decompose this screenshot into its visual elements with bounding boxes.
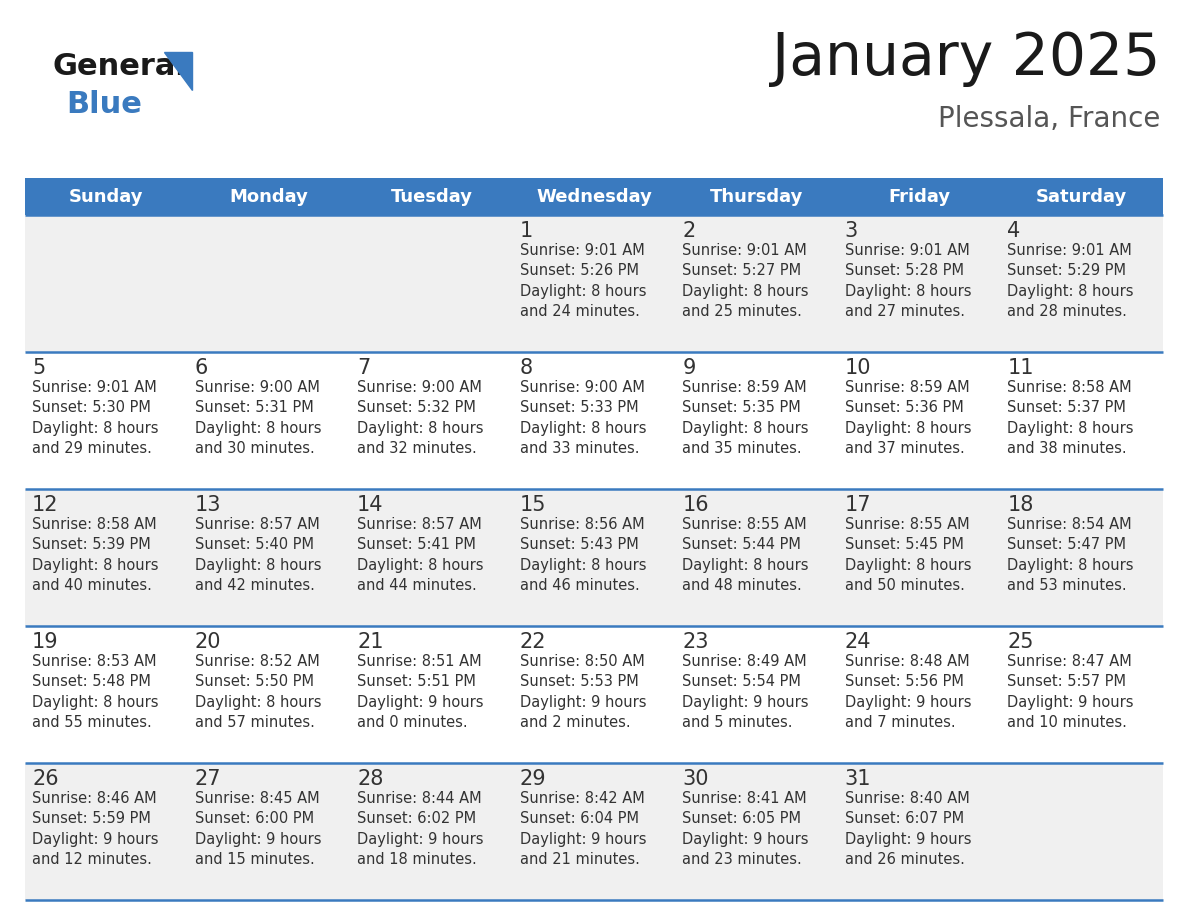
Text: 17: 17 <box>845 495 871 515</box>
Text: Sunrise: 8:50 AM
Sunset: 5:53 PM
Daylight: 9 hours
and 2 minutes.: Sunrise: 8:50 AM Sunset: 5:53 PM Dayligh… <box>519 654 646 730</box>
Text: Tuesday: Tuesday <box>391 187 473 206</box>
Text: 2: 2 <box>682 221 695 241</box>
Text: Sunrise: 8:57 AM
Sunset: 5:40 PM
Daylight: 8 hours
and 42 minutes.: Sunrise: 8:57 AM Sunset: 5:40 PM Dayligh… <box>195 517 321 593</box>
Text: 8: 8 <box>519 358 533 378</box>
Text: Sunrise: 8:56 AM
Sunset: 5:43 PM
Daylight: 8 hours
and 46 minutes.: Sunrise: 8:56 AM Sunset: 5:43 PM Dayligh… <box>519 517 646 593</box>
Text: 13: 13 <box>195 495 221 515</box>
Text: 29: 29 <box>519 769 546 789</box>
Text: 3: 3 <box>845 221 858 241</box>
Text: January 2025: January 2025 <box>772 30 1159 87</box>
Text: Sunrise: 9:01 AM
Sunset: 5:27 PM
Daylight: 8 hours
and 25 minutes.: Sunrise: 9:01 AM Sunset: 5:27 PM Dayligh… <box>682 243 809 319</box>
Text: Blue: Blue <box>67 90 141 119</box>
Bar <box>25 215 1163 352</box>
Text: General: General <box>52 52 185 81</box>
Text: Friday: Friday <box>889 187 950 206</box>
Text: 26: 26 <box>32 769 58 789</box>
Text: 30: 30 <box>682 769 709 789</box>
Bar <box>25 489 1163 626</box>
Text: Sunrise: 8:44 AM
Sunset: 6:02 PM
Daylight: 9 hours
and 18 minutes.: Sunrise: 8:44 AM Sunset: 6:02 PM Dayligh… <box>358 791 484 868</box>
Text: 25: 25 <box>1007 632 1034 652</box>
Text: Sunrise: 8:52 AM
Sunset: 5:50 PM
Daylight: 8 hours
and 57 minutes.: Sunrise: 8:52 AM Sunset: 5:50 PM Dayligh… <box>195 654 321 730</box>
Text: 24: 24 <box>845 632 871 652</box>
Text: 11: 11 <box>1007 358 1034 378</box>
Text: Plessala, France: Plessala, France <box>937 105 1159 133</box>
Text: 14: 14 <box>358 495 384 515</box>
Text: 22: 22 <box>519 632 546 652</box>
Text: 23: 23 <box>682 632 709 652</box>
Text: Sunrise: 9:00 AM
Sunset: 5:33 PM
Daylight: 8 hours
and 33 minutes.: Sunrise: 9:00 AM Sunset: 5:33 PM Dayligh… <box>519 380 646 456</box>
Text: 21: 21 <box>358 632 384 652</box>
Bar <box>25 626 1163 763</box>
Text: Sunrise: 8:57 AM
Sunset: 5:41 PM
Daylight: 8 hours
and 44 minutes.: Sunrise: 8:57 AM Sunset: 5:41 PM Dayligh… <box>358 517 484 593</box>
Text: 10: 10 <box>845 358 871 378</box>
Text: Sunrise: 8:48 AM
Sunset: 5:56 PM
Daylight: 9 hours
and 7 minutes.: Sunrise: 8:48 AM Sunset: 5:56 PM Dayligh… <box>845 654 972 730</box>
Text: Monday: Monday <box>229 187 309 206</box>
Text: Sunrise: 9:00 AM
Sunset: 5:31 PM
Daylight: 8 hours
and 30 minutes.: Sunrise: 9:00 AM Sunset: 5:31 PM Dayligh… <box>195 380 321 456</box>
Text: Saturday: Saturday <box>1036 187 1127 206</box>
Text: Sunrise: 8:47 AM
Sunset: 5:57 PM
Daylight: 9 hours
and 10 minutes.: Sunrise: 8:47 AM Sunset: 5:57 PM Dayligh… <box>1007 654 1133 730</box>
Bar <box>25 178 188 215</box>
Text: Wednesday: Wednesday <box>536 187 652 206</box>
Bar <box>675 178 838 215</box>
Text: 31: 31 <box>845 769 871 789</box>
Bar <box>838 178 1000 215</box>
Bar <box>350 178 513 215</box>
Text: 6: 6 <box>195 358 208 378</box>
Text: Sunrise: 8:58 AM
Sunset: 5:39 PM
Daylight: 8 hours
and 40 minutes.: Sunrise: 8:58 AM Sunset: 5:39 PM Dayligh… <box>32 517 158 593</box>
Text: Sunrise: 8:59 AM
Sunset: 5:35 PM
Daylight: 8 hours
and 35 minutes.: Sunrise: 8:59 AM Sunset: 5:35 PM Dayligh… <box>682 380 809 456</box>
Text: Sunday: Sunday <box>69 187 144 206</box>
Text: Sunrise: 8:51 AM
Sunset: 5:51 PM
Daylight: 9 hours
and 0 minutes.: Sunrise: 8:51 AM Sunset: 5:51 PM Dayligh… <box>358 654 484 730</box>
Text: Sunrise: 8:40 AM
Sunset: 6:07 PM
Daylight: 9 hours
and 26 minutes.: Sunrise: 8:40 AM Sunset: 6:07 PM Dayligh… <box>845 791 972 868</box>
Text: Sunrise: 9:01 AM
Sunset: 5:30 PM
Daylight: 8 hours
and 29 minutes.: Sunrise: 9:01 AM Sunset: 5:30 PM Dayligh… <box>32 380 158 456</box>
Text: Thursday: Thursday <box>710 187 803 206</box>
Text: 1: 1 <box>519 221 533 241</box>
Text: 18: 18 <box>1007 495 1034 515</box>
Text: 9: 9 <box>682 358 696 378</box>
Text: Sunrise: 8:42 AM
Sunset: 6:04 PM
Daylight: 9 hours
and 21 minutes.: Sunrise: 8:42 AM Sunset: 6:04 PM Dayligh… <box>519 791 646 868</box>
Text: Sunrise: 9:01 AM
Sunset: 5:29 PM
Daylight: 8 hours
and 28 minutes.: Sunrise: 9:01 AM Sunset: 5:29 PM Dayligh… <box>1007 243 1133 319</box>
Text: Sunrise: 9:01 AM
Sunset: 5:28 PM
Daylight: 8 hours
and 27 minutes.: Sunrise: 9:01 AM Sunset: 5:28 PM Dayligh… <box>845 243 972 319</box>
Text: 4: 4 <box>1007 221 1020 241</box>
Text: Sunrise: 8:46 AM
Sunset: 5:59 PM
Daylight: 9 hours
and 12 minutes.: Sunrise: 8:46 AM Sunset: 5:59 PM Dayligh… <box>32 791 158 868</box>
Bar <box>25 352 1163 489</box>
Text: Sunrise: 8:55 AM
Sunset: 5:45 PM
Daylight: 8 hours
and 50 minutes.: Sunrise: 8:55 AM Sunset: 5:45 PM Dayligh… <box>845 517 972 593</box>
Text: 19: 19 <box>32 632 58 652</box>
Text: 27: 27 <box>195 769 221 789</box>
Text: Sunrise: 8:45 AM
Sunset: 6:00 PM
Daylight: 9 hours
and 15 minutes.: Sunrise: 8:45 AM Sunset: 6:00 PM Dayligh… <box>195 791 321 868</box>
Text: 7: 7 <box>358 358 371 378</box>
Text: 12: 12 <box>32 495 58 515</box>
Text: 20: 20 <box>195 632 221 652</box>
Text: 16: 16 <box>682 495 709 515</box>
Polygon shape <box>164 52 192 90</box>
Bar <box>25 763 1163 900</box>
Text: 28: 28 <box>358 769 384 789</box>
Bar <box>188 178 350 215</box>
Text: 5: 5 <box>32 358 45 378</box>
Text: Sunrise: 8:59 AM
Sunset: 5:36 PM
Daylight: 8 hours
and 37 minutes.: Sunrise: 8:59 AM Sunset: 5:36 PM Dayligh… <box>845 380 972 456</box>
Text: Sunrise: 8:41 AM
Sunset: 6:05 PM
Daylight: 9 hours
and 23 minutes.: Sunrise: 8:41 AM Sunset: 6:05 PM Dayligh… <box>682 791 809 868</box>
Text: Sunrise: 8:54 AM
Sunset: 5:47 PM
Daylight: 8 hours
and 53 minutes.: Sunrise: 8:54 AM Sunset: 5:47 PM Dayligh… <box>1007 517 1133 593</box>
Text: Sunrise: 8:53 AM
Sunset: 5:48 PM
Daylight: 8 hours
and 55 minutes.: Sunrise: 8:53 AM Sunset: 5:48 PM Dayligh… <box>32 654 158 730</box>
Text: Sunrise: 8:55 AM
Sunset: 5:44 PM
Daylight: 8 hours
and 48 minutes.: Sunrise: 8:55 AM Sunset: 5:44 PM Dayligh… <box>682 517 809 593</box>
Text: Sunrise: 9:00 AM
Sunset: 5:32 PM
Daylight: 8 hours
and 32 minutes.: Sunrise: 9:00 AM Sunset: 5:32 PM Dayligh… <box>358 380 484 456</box>
Bar <box>513 178 675 215</box>
Bar <box>1000 178 1163 215</box>
Text: Sunrise: 8:49 AM
Sunset: 5:54 PM
Daylight: 9 hours
and 5 minutes.: Sunrise: 8:49 AM Sunset: 5:54 PM Dayligh… <box>682 654 809 730</box>
Text: Sunrise: 9:01 AM
Sunset: 5:26 PM
Daylight: 8 hours
and 24 minutes.: Sunrise: 9:01 AM Sunset: 5:26 PM Dayligh… <box>519 243 646 319</box>
Text: 15: 15 <box>519 495 546 515</box>
Text: Sunrise: 8:58 AM
Sunset: 5:37 PM
Daylight: 8 hours
and 38 minutes.: Sunrise: 8:58 AM Sunset: 5:37 PM Dayligh… <box>1007 380 1133 456</box>
